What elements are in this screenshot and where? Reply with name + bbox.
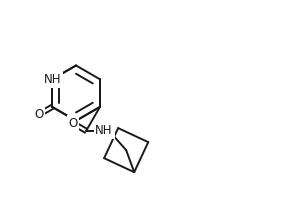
Text: O: O — [68, 117, 78, 130]
Text: NH: NH — [95, 124, 113, 137]
Text: O: O — [34, 108, 43, 121]
Text: NH: NH — [44, 73, 61, 86]
